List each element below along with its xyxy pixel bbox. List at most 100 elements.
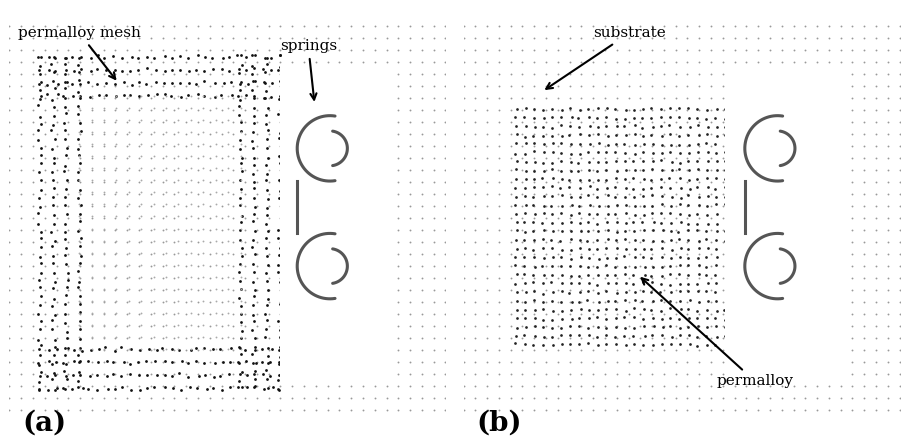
Point (598, 382, 613, 390)
Point (563, 371, 577, 378)
Point (692, 71, 706, 78)
Point (144, 406, 158, 413)
Point (191, 47, 205, 54)
Point (391, 214, 405, 222)
Point (183, 384, 197, 391)
Point (618, 279, 633, 287)
Point (798, 335, 813, 342)
Point (492, 95, 506, 102)
Point (332, 287, 346, 294)
Point (857, 239, 872, 246)
Point (14, 299, 28, 306)
Point (355, 214, 370, 222)
Point (250, 154, 265, 162)
Point (633, 299, 647, 306)
Point (85, 371, 99, 378)
Point (893, 214, 907, 222)
Point (786, 371, 801, 378)
Point (554, 331, 568, 338)
Point (539, 227, 554, 234)
Point (262, 287, 276, 294)
Point (527, 287, 542, 294)
Point (580, 296, 594, 303)
Point (285, 35, 300, 42)
Point (46, 53, 61, 61)
Point (709, 279, 724, 287)
Point (167, 131, 182, 138)
Point (272, 153, 286, 160)
Point (526, 296, 541, 303)
Point (545, 149, 560, 156)
Point (798, 202, 813, 210)
Point (586, 227, 601, 234)
Point (72, 285, 86, 292)
Point (727, 239, 742, 246)
Point (45, 96, 59, 103)
Point (504, 131, 518, 138)
Point (680, 227, 694, 234)
Point (320, 335, 335, 342)
Point (344, 190, 358, 198)
Point (391, 323, 405, 330)
Point (563, 83, 577, 90)
Point (786, 154, 801, 162)
Point (133, 347, 147, 354)
Point (646, 123, 661, 130)
Point (590, 263, 604, 271)
Point (609, 287, 624, 294)
Point (245, 327, 260, 334)
Point (607, 263, 622, 270)
Point (580, 238, 594, 245)
Point (438, 335, 453, 342)
Point (2, 154, 16, 162)
Point (146, 117, 161, 124)
Point (234, 297, 248, 304)
Point (834, 251, 848, 258)
Point (709, 166, 724, 174)
Point (672, 271, 686, 278)
Point (545, 211, 560, 218)
Point (367, 406, 382, 413)
Point (144, 239, 158, 246)
Point (179, 131, 194, 138)
Point (246, 268, 261, 275)
Point (208, 285, 223, 292)
Point (845, 202, 860, 210)
Point (403, 154, 417, 162)
Point (260, 61, 275, 68)
Point (564, 140, 578, 147)
Point (285, 202, 300, 210)
Point (296, 382, 311, 390)
Point (586, 59, 601, 66)
Point (155, 359, 170, 366)
Point (515, 190, 530, 198)
Point (563, 214, 577, 222)
Point (536, 106, 551, 113)
Point (704, 359, 718, 366)
Point (238, 202, 253, 210)
Point (609, 279, 624, 287)
Point (644, 105, 658, 112)
Point (274, 142, 288, 150)
Point (203, 83, 217, 90)
Point (869, 347, 884, 354)
Point (105, 52, 120, 59)
Point (492, 35, 506, 42)
Point (591, 306, 605, 313)
Point (197, 359, 212, 366)
Point (415, 214, 429, 222)
Point (527, 107, 542, 114)
Point (645, 341, 660, 348)
Point (704, 178, 718, 186)
Point (526, 175, 541, 182)
Point (109, 213, 124, 220)
Point (609, 275, 624, 282)
Point (238, 23, 253, 30)
Point (893, 131, 907, 138)
Point (159, 105, 174, 112)
Point (171, 177, 185, 184)
Point (680, 287, 694, 295)
Point (245, 52, 259, 59)
Point (259, 144, 274, 151)
Point (132, 178, 146, 186)
